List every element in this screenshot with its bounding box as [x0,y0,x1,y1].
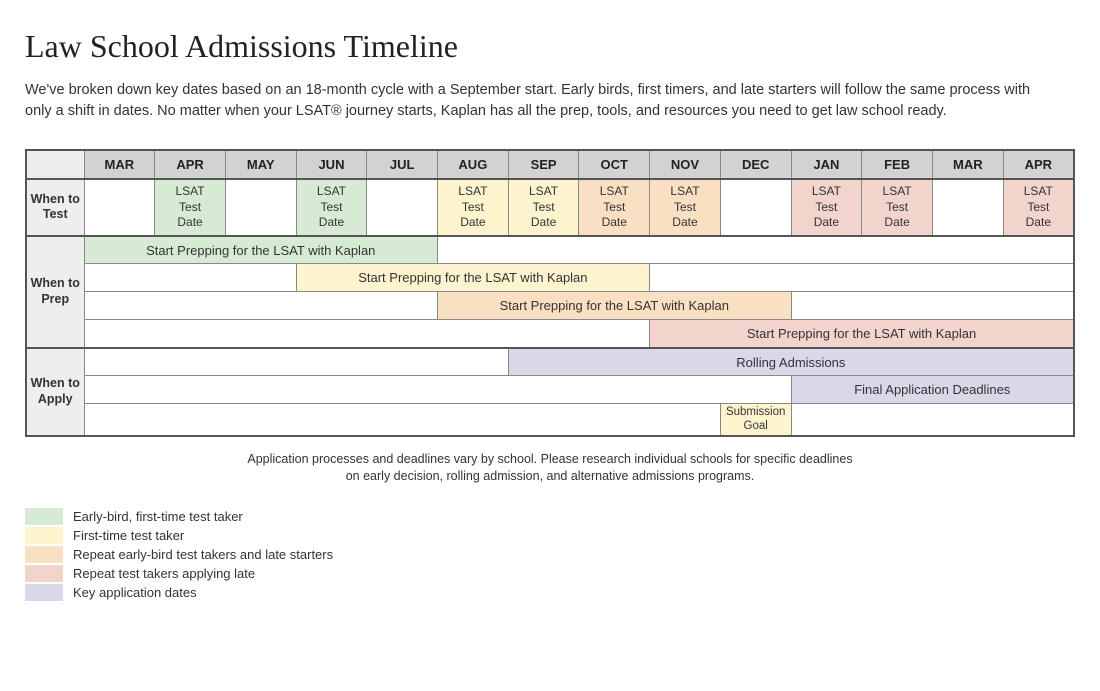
empty-span [650,264,1074,292]
test-cell: LSATTestDate [791,179,862,236]
month-header: APR [155,150,226,179]
month-header: MAY [225,150,296,179]
empty-span [84,348,508,376]
test-cell [932,179,1003,236]
legend-item: Key application dates [25,584,1075,601]
test-cell: LSATTestDate [296,179,367,236]
month-header: MAR [932,150,1003,179]
legend-swatch [25,527,63,544]
apply-bar: SubmissionGoal [720,404,791,436]
test-cell: LSATTestDate [1003,179,1074,236]
legend-label: First-time test taker [73,528,184,543]
empty-span [84,292,438,320]
test-cell: LSATTestDate [862,179,933,236]
empty-span [791,404,1074,436]
apply-bar: Final Application Deadlines [791,376,1074,404]
month-header: SEP [508,150,579,179]
legend-label: Early-bird, first-time test taker [73,509,243,524]
empty-span [791,292,1074,320]
test-cell: LSATTestDate [650,179,721,236]
empty-span [84,376,791,404]
empty-span [84,264,296,292]
empty-span [84,320,650,348]
prep-bar: Start Prepping for the LSAT with Kaplan [438,292,792,320]
legend-item: Early-bird, first-time test taker [25,508,1075,525]
rowhead-prep: When to Prep [26,236,84,348]
test-cell [84,179,155,236]
legend-item: First-time test taker [25,527,1075,544]
legend-item: Repeat test takers applying late [25,565,1075,582]
month-header: APR [1003,150,1074,179]
month-header: JUN [296,150,367,179]
test-cell: LSATTestDate [155,179,226,236]
legend-label: Repeat early-bird test takers and late s… [73,547,333,562]
legend-label: Repeat test takers applying late [73,566,255,581]
footnote-text: Application processes and deadlines vary… [240,451,860,486]
month-header: DEC [720,150,791,179]
empty-span [438,236,1074,264]
page-title: Law School Admissions Timeline [25,28,1075,65]
intro-text: We've broken down key dates based on an … [25,80,1045,124]
corner-cell [26,150,84,179]
timeline-table: MARAPRMAYJUNJULAUGSEPOCTNOVDECJANFEBMARA… [25,149,1075,437]
month-header-row: MARAPRMAYJUNJULAUGSEPOCTNOVDECJANFEBMARA… [26,150,1074,179]
month-header: AUG [438,150,509,179]
test-cell [225,179,296,236]
apply-bar: Rolling Admissions [508,348,1074,376]
legend-label: Key application dates [73,585,197,600]
legend-item: Repeat early-bird test takers and late s… [25,546,1075,563]
test-cell: LSATTestDate [438,179,509,236]
rowhead-test: When to Test [26,179,84,236]
prep-bar: Start Prepping for the LSAT with Kaplan [84,236,438,264]
legend-swatch [25,565,63,582]
month-header: NOV [650,150,721,179]
month-header: FEB [862,150,933,179]
rowhead-apply: When to Apply [26,348,84,436]
prep-bar: Start Prepping for the LSAT with Kaplan [296,264,650,292]
test-cell [720,179,791,236]
prep-bar: Start Prepping for the LSAT with Kaplan [650,320,1074,348]
legend-swatch [25,546,63,563]
month-header: JAN [791,150,862,179]
test-cell: LSATTestDate [579,179,650,236]
empty-span [84,404,720,436]
month-header: JUL [367,150,438,179]
test-cell: LSATTestDate [508,179,579,236]
month-header: MAR [84,150,155,179]
legend-swatch [25,508,63,525]
test-cell [367,179,438,236]
legend-swatch [25,584,63,601]
legend: Early-bird, first-time test taker First-t… [25,508,1075,601]
month-header: OCT [579,150,650,179]
